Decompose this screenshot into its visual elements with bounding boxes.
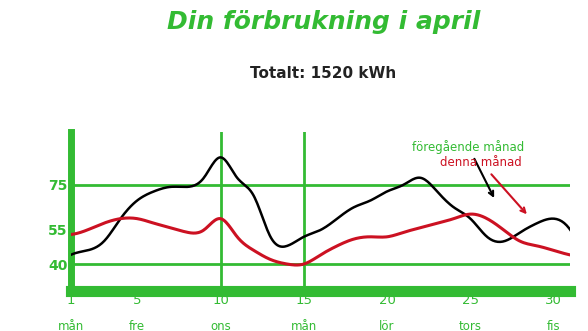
Text: Din förbrukning i april: Din förbrukning i april bbox=[167, 10, 480, 34]
Text: tors: tors bbox=[459, 320, 482, 331]
Text: denna månad: denna månad bbox=[440, 157, 525, 213]
Text: mån: mån bbox=[290, 320, 317, 331]
Text: ons: ons bbox=[210, 320, 231, 331]
Text: mån: mån bbox=[58, 320, 83, 331]
Text: Totalt: 1520 kWh: Totalt: 1520 kWh bbox=[250, 66, 396, 81]
Text: fre: fre bbox=[129, 320, 145, 331]
Text: föregående månad: föregående månad bbox=[412, 140, 524, 196]
Text: lör: lör bbox=[379, 320, 395, 331]
Text: fis: fis bbox=[547, 320, 560, 331]
